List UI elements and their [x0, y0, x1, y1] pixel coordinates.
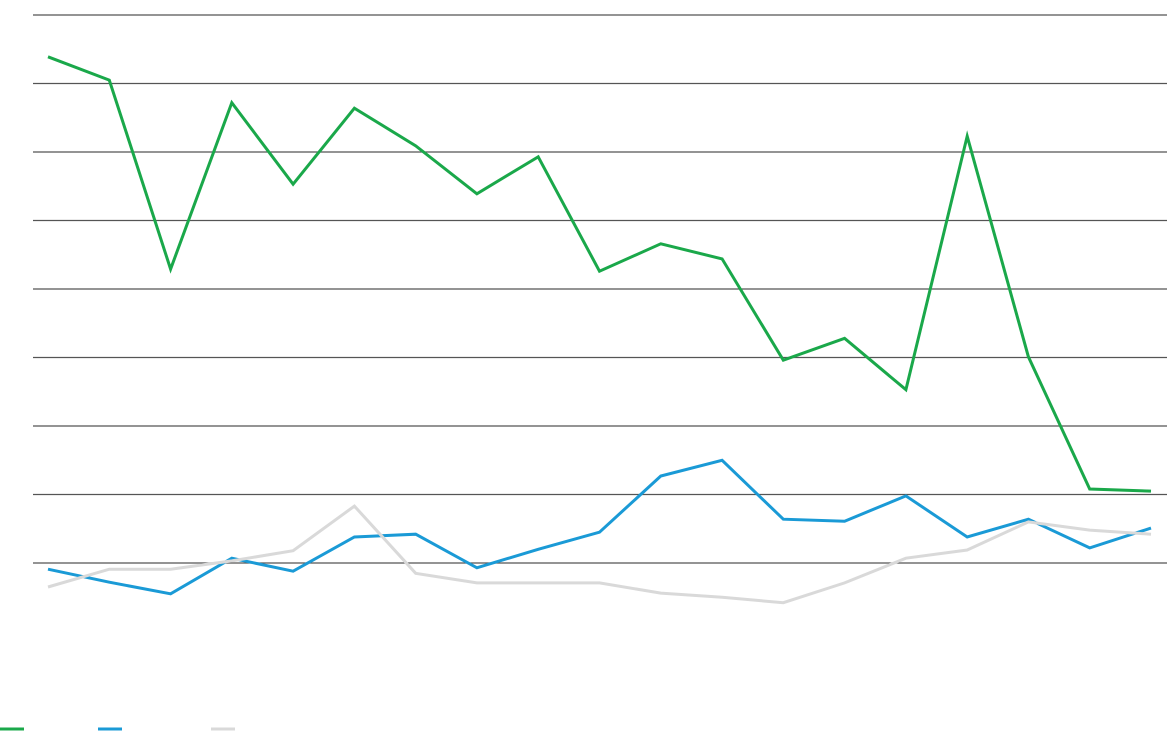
series-line	[47, 458, 1152, 596]
series-line	[47, 55, 1152, 493]
series-line	[47, 504, 1152, 605]
